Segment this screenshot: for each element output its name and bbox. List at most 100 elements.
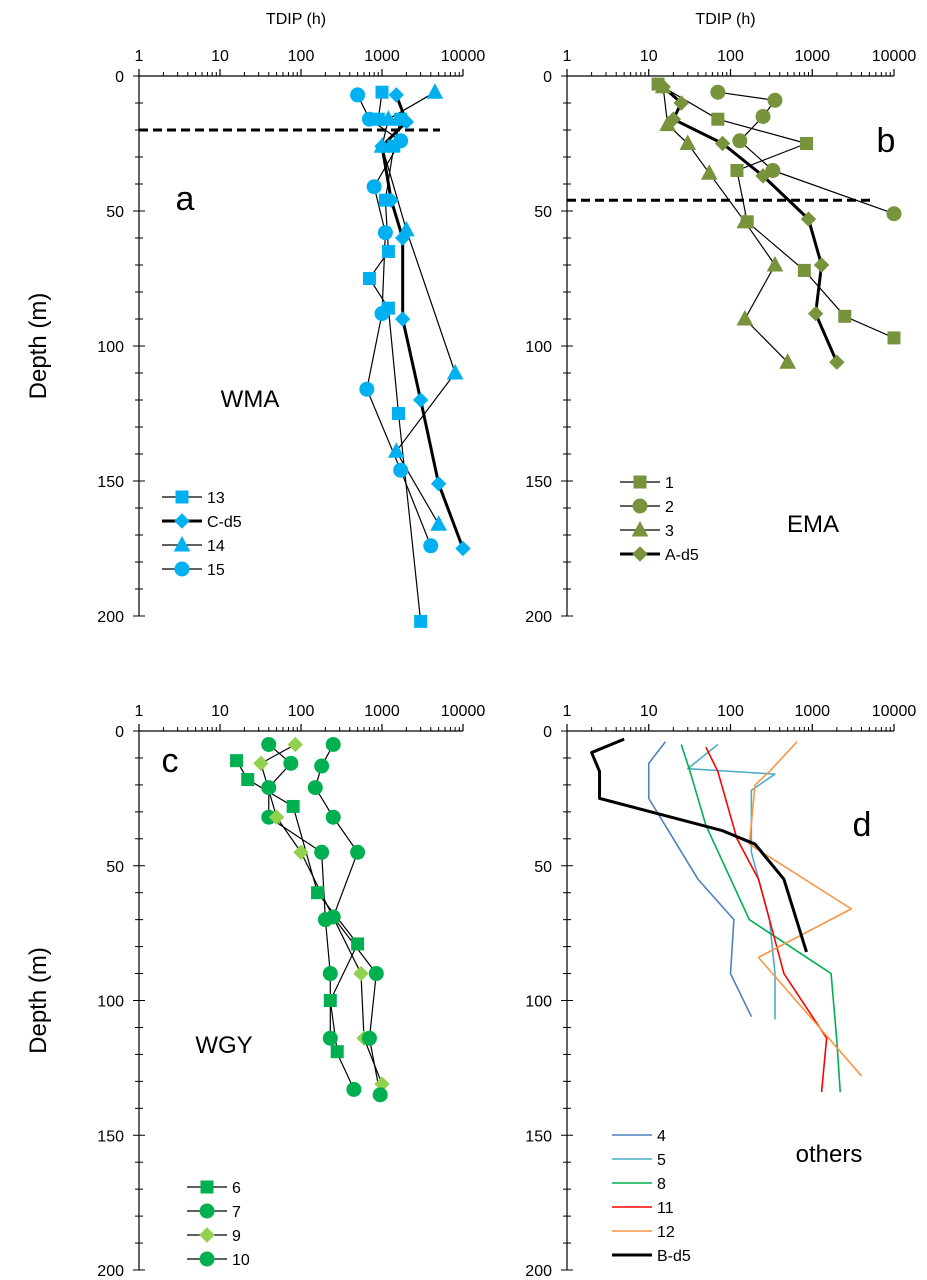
legend-label: C-d5 bbox=[207, 514, 242, 531]
legend-swatch-marker bbox=[200, 1180, 214, 1194]
x-tick-label: 10000 bbox=[441, 703, 486, 720]
data-point-15 bbox=[374, 306, 390, 322]
data-point-6 bbox=[330, 1045, 344, 1059]
data-point-10 bbox=[372, 1087, 388, 1103]
data-point-6 bbox=[241, 773, 255, 787]
data-point-14 bbox=[380, 110, 397, 126]
data-point-14 bbox=[387, 442, 405, 458]
data-point-13 bbox=[362, 272, 376, 285]
data-point-C-d5 bbox=[430, 475, 447, 492]
data-point-C-d5 bbox=[388, 87, 404, 103]
legend-swatch-marker bbox=[631, 520, 649, 537]
legend-label: 8 bbox=[657, 1176, 666, 1193]
x-axis-title: TDIP (h) bbox=[695, 11, 755, 28]
y-tick-label: 0 bbox=[543, 69, 552, 86]
data-point-3 bbox=[736, 212, 754, 229]
data-point-A-d5 bbox=[755, 168, 771, 184]
series-line-1 bbox=[657, 83, 895, 339]
legend-label: A-d5 bbox=[665, 547, 699, 564]
series-line-15 bbox=[357, 94, 432, 547]
data-point-3 bbox=[736, 309, 754, 326]
y-tick-label: 100 bbox=[525, 994, 552, 1011]
chart-panel-c: 1 10 100 1000 10000 0 50 100 150 200 Depth (m) c WGY… bbox=[25, 703, 485, 1280]
data-point-7 bbox=[346, 1081, 362, 1097]
legend: 4 5 8 11 12 B-d5 bbox=[612, 1128, 691, 1265]
legend-label: 9 bbox=[232, 1228, 241, 1245]
data-point-C-d5 bbox=[412, 392, 429, 408]
data-point-C-d5 bbox=[394, 311, 411, 327]
series-line-B-d5 bbox=[590, 737, 808, 953]
data-point-A-d5 bbox=[673, 95, 689, 111]
y-tick-label: 0 bbox=[543, 724, 552, 741]
series-line-7 bbox=[268, 744, 355, 1090]
data-point-3 bbox=[779, 353, 796, 369]
data-point-C-d5 bbox=[398, 114, 415, 130]
y-tick-label: 50 bbox=[106, 204, 124, 221]
x-tick-label: 100 bbox=[717, 48, 744, 65]
data-point-9 bbox=[287, 736, 303, 753]
legend-swatch-marker bbox=[173, 535, 191, 552]
x-tick-label: 10000 bbox=[872, 48, 917, 65]
data-point-2 bbox=[755, 109, 771, 124]
legend-label: 14 bbox=[207, 538, 225, 555]
data-point-9 bbox=[268, 809, 285, 825]
legend-label: 2 bbox=[665, 499, 674, 516]
x-tick-label: 1 bbox=[563, 703, 572, 720]
data-point-2 bbox=[765, 163, 781, 178]
data-point-1 bbox=[799, 137, 813, 150]
y-tick-label: 150 bbox=[525, 474, 552, 491]
data-point-15 bbox=[359, 381, 375, 397]
data-layer bbox=[590, 737, 863, 1093]
data-point-A-d5 bbox=[800, 211, 817, 227]
panel-letter: a bbox=[176, 180, 195, 218]
y-tick-label: 100 bbox=[97, 339, 124, 356]
panel-letter: d bbox=[853, 806, 872, 844]
region-label: EMA bbox=[787, 511, 839, 538]
data-point-14 bbox=[426, 83, 444, 99]
data-point-A-d5 bbox=[714, 135, 731, 152]
series-line-11 bbox=[705, 746, 828, 1093]
data-point-2 bbox=[732, 133, 748, 149]
data-point-6 bbox=[323, 994, 337, 1007]
data-point-C-d5 bbox=[455, 540, 471, 557]
legend-label: 5 bbox=[657, 1152, 666, 1169]
y-axis-title: Depth (m) bbox=[25, 947, 52, 1054]
data-point-C-d5 bbox=[383, 192, 399, 208]
x-tick-label: 100 bbox=[717, 703, 744, 720]
panel-letter: b bbox=[877, 122, 896, 160]
y-tick-label: 0 bbox=[115, 724, 124, 741]
data-point-7 bbox=[314, 844, 330, 860]
legend-label: B-d5 bbox=[657, 1248, 691, 1265]
data-point-1 bbox=[838, 309, 852, 323]
data-point-7 bbox=[283, 755, 299, 771]
legend-swatch-marker bbox=[199, 1203, 215, 1219]
data-point-2 bbox=[710, 84, 726, 100]
data-point-13 bbox=[375, 85, 389, 99]
legend: 13 C-d5 14 15 bbox=[162, 490, 242, 579]
data-point-6 bbox=[351, 937, 365, 951]
legend: 1 2 3 A-d5 bbox=[620, 475, 699, 564]
data-point-10 bbox=[325, 736, 341, 752]
y-tick-label: 200 bbox=[97, 609, 124, 626]
data-point-6 bbox=[286, 799, 300, 813]
legend-label: 7 bbox=[232, 1204, 241, 1221]
x-tick-label: 1000 bbox=[364, 48, 400, 65]
x-axis-title: TDIP (h) bbox=[266, 11, 326, 28]
legend-label: 1 bbox=[665, 475, 674, 492]
series-line-2 bbox=[717, 91, 895, 215]
data-point-7 bbox=[322, 1030, 338, 1046]
data-point-1 bbox=[797, 263, 811, 277]
data-point-A-d5 bbox=[829, 354, 845, 370]
legend-swatch-marker bbox=[633, 475, 647, 489]
legend-swatch-marker bbox=[174, 561, 190, 577]
panel-letter: c bbox=[162, 742, 179, 780]
data-point-10 bbox=[325, 809, 341, 825]
x-tick-label: 1 bbox=[135, 703, 144, 720]
legend-swatch-marker bbox=[632, 546, 648, 562]
data-point-6 bbox=[311, 886, 325, 900]
data-point-14 bbox=[430, 515, 447, 531]
legend-label: 15 bbox=[207, 562, 225, 579]
data-layer bbox=[236, 743, 383, 1095]
series-line-4 bbox=[647, 741, 753, 1018]
data-point-1 bbox=[711, 112, 725, 126]
